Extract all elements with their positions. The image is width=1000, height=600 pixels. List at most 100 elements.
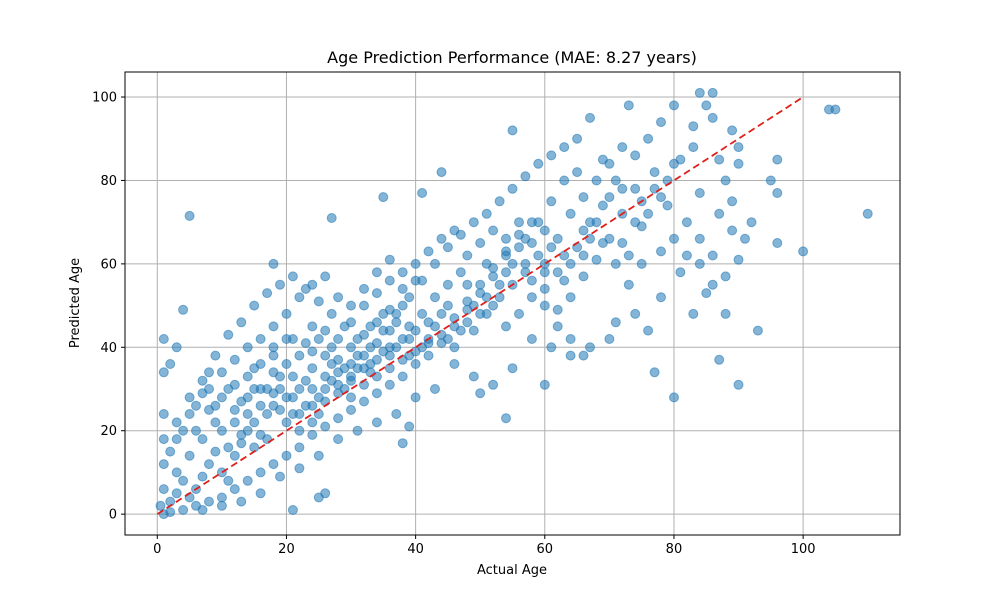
scatter-point [494, 196, 505, 207]
scatter-points [155, 87, 873, 520]
scatter-point [462, 296, 473, 307]
scatter-point [720, 308, 731, 319]
scatter-point [714, 208, 725, 219]
scatter-point [384, 363, 395, 374]
scatter-point [384, 342, 395, 353]
scatter-point [216, 467, 227, 478]
scatter-point [714, 354, 725, 365]
scatter-point [155, 500, 166, 511]
scatter-point [165, 359, 176, 369]
scatter-point [359, 350, 369, 361]
scatter-point [752, 325, 763, 336]
scatter-point [623, 279, 634, 290]
y-tick-label: 60 [100, 257, 117, 272]
scatter-point [281, 392, 292, 403]
scatter-point [417, 188, 428, 198]
scatter-point [171, 488, 182, 499]
scatter-point [681, 217, 692, 228]
scatter-point [184, 409, 195, 419]
scatter-point [507, 125, 518, 136]
scatter-point [617, 183, 628, 194]
scatter-point [216, 500, 227, 511]
scatter-point [630, 308, 641, 319]
scatter-point [707, 112, 718, 123]
scatter-point [333, 413, 344, 424]
scatter-point [662, 200, 673, 211]
scatter-point [559, 250, 570, 261]
scatter-point [171, 342, 182, 353]
scatter-point [397, 300, 408, 311]
scatter-point [346, 300, 356, 311]
scatter-point [481, 292, 492, 303]
scatter-point [287, 271, 298, 282]
scatter-point [417, 308, 428, 319]
scatter-point [591, 254, 602, 265]
scatter-point [430, 292, 440, 303]
scatter-point [649, 167, 660, 178]
scatter-point [552, 267, 563, 278]
chart-title: Age Prediction Performance (MAE: 8.27 ye… [327, 48, 697, 67]
scatter-point [275, 279, 285, 290]
scatter-point [694, 87, 705, 98]
scatter-point [507, 258, 518, 269]
scatter-point [371, 288, 382, 299]
scatter-point [501, 267, 511, 278]
scatter-point [501, 321, 511, 332]
scatter-point [488, 263, 499, 273]
scatter-point [720, 175, 731, 186]
scatter-point [501, 246, 511, 257]
scatter-point [475, 238, 486, 248]
scatter-point [533, 250, 544, 261]
scatter-point [333, 379, 344, 390]
scatter-point [578, 271, 589, 282]
scatter-point [455, 325, 466, 336]
scatter-point [630, 150, 641, 161]
scatter-point [204, 459, 214, 470]
scatter-point [688, 121, 699, 132]
scatter-point [171, 434, 182, 445]
scatter-point [643, 133, 654, 144]
scatter-point [287, 371, 298, 382]
reference-line [156, 96, 804, 515]
scatter-point [430, 384, 440, 394]
scatter-point [391, 409, 402, 419]
scatter-point [307, 321, 318, 332]
scatter-point [268, 350, 279, 361]
reference-line-group [156, 96, 804, 515]
scatter-point [326, 308, 337, 319]
scatter-point [384, 325, 395, 336]
scatter-point [281, 417, 292, 428]
scatter-point [468, 325, 479, 336]
scatter-point [307, 417, 318, 428]
scatter-point [798, 246, 809, 257]
scatter-point [630, 217, 641, 228]
scatter-point [694, 233, 705, 244]
scatter-point [617, 238, 628, 248]
scatter-point [539, 379, 550, 390]
scatter-point [352, 425, 363, 436]
scatter-point [178, 304, 189, 315]
scatter-point [307, 363, 318, 374]
scatter-point [649, 367, 660, 378]
scatter-point [229, 450, 240, 461]
scatter-point [359, 396, 369, 407]
scatter-point [707, 87, 718, 98]
scatter-point [559, 175, 570, 186]
scatter-point [397, 371, 408, 382]
scatter-point [565, 208, 576, 219]
scatter-point [597, 238, 608, 248]
scatter-point [539, 225, 550, 236]
scatter-point [436, 167, 447, 178]
scatter-point [488, 271, 499, 282]
scatter-point [520, 258, 531, 269]
scatter-point [578, 225, 589, 236]
scatter-point [688, 308, 699, 319]
scatter-point [404, 421, 415, 432]
scatter-point [669, 233, 679, 244]
scatter-point [229, 354, 240, 365]
scatter-point [204, 367, 214, 378]
scatter-point [539, 283, 550, 294]
scatter-point [772, 154, 783, 165]
scatter-point [701, 100, 712, 111]
scatter-point [733, 158, 744, 169]
